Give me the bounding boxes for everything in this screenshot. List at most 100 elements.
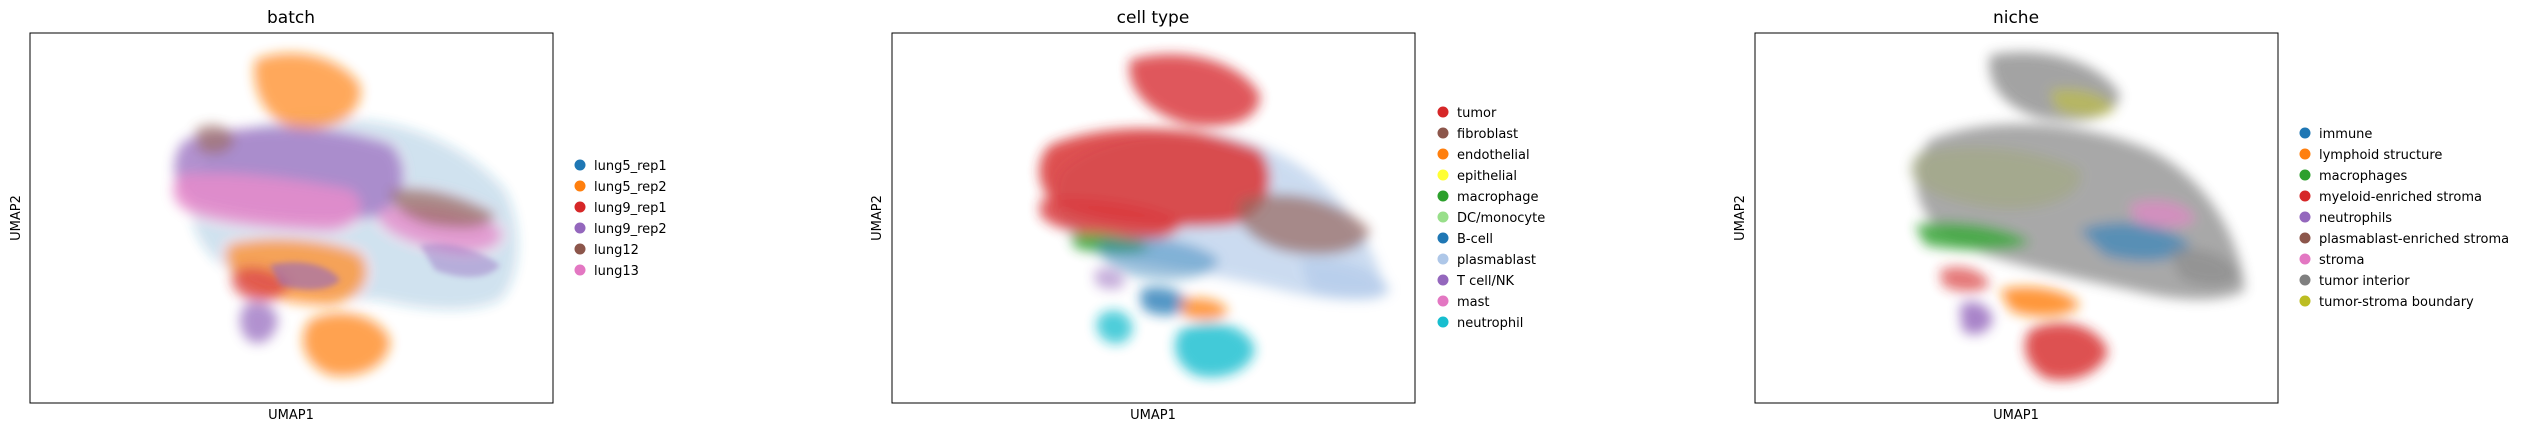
y-axis-label: UMAP2	[870, 195, 885, 241]
legend-marker	[2299, 169, 2311, 181]
legend-label: macrophage	[1457, 190, 1539, 205]
legend-marker	[2299, 295, 2311, 307]
legend-marker	[2299, 232, 2311, 244]
legend-entry: macrophage	[1437, 190, 1539, 205]
legend-label: immune	[2319, 127, 2372, 142]
axes-frame	[1754, 32, 2279, 404]
legend-entry: tumor	[1437, 106, 1497, 121]
legend-marker	[1437, 232, 1449, 244]
legend-entry: lung9_rep2	[574, 222, 667, 237]
legend-label: lung12	[594, 243, 639, 258]
legend-label: mast	[1457, 295, 1490, 310]
legend-label: plasmablast-enriched stroma	[2319, 232, 2509, 247]
legend-marker	[1437, 106, 1449, 118]
y-axis-label: UMAP2	[9, 195, 24, 241]
legend-label: macrophages	[2319, 169, 2407, 184]
legend-label: endothelial	[1457, 148, 1530, 163]
legend-label: stroma	[2319, 253, 2365, 268]
umap-point-cloud	[1039, 54, 1390, 378]
panel-cell-type: cell type UMAP1 UMAP2 tumor fibroblast end…	[870, 8, 1545, 423]
legend: lung5_rep1 lung5_rep2 lung9_rep1 lung9_rep2…	[574, 159, 667, 279]
legend-entry: lung5_rep2	[574, 180, 667, 195]
legend-label: neutrophils	[2319, 211, 2392, 226]
legend: tumor fibroblast endothelial epithelial macr…	[1437, 106, 1545, 331]
legend-entry: tumor-stroma boundary	[2299, 295, 2474, 310]
legend-entry: stroma	[2299, 253, 2365, 268]
legend-marker	[1437, 127, 1449, 139]
legend-entry: DC/monocyte	[1437, 211, 1545, 226]
legend-marker	[2299, 211, 2311, 223]
legend-marker	[574, 264, 586, 276]
legend-entry: epithelial	[1437, 169, 1517, 184]
legend-label: lymphoid structure	[2319, 148, 2442, 163]
legend-entry: lung12	[574, 243, 639, 258]
x-axis-label: UMAP1	[1993, 408, 2039, 423]
x-axis-label: UMAP1	[268, 408, 314, 423]
legend-marker	[574, 222, 586, 234]
legend-entry: endothelial	[1437, 148, 1530, 163]
legend-marker	[1437, 148, 1449, 160]
legend-label: tumor interior	[2319, 274, 2410, 289]
legend-marker	[574, 180, 586, 192]
legend-entry: immune	[2299, 127, 2372, 142]
legend-marker	[2299, 148, 2311, 160]
legend-marker	[1437, 316, 1449, 328]
umap-point-cloud	[1910, 51, 2245, 381]
panel-title: cell type	[1117, 8, 1190, 28]
legend-label: B-cell	[1457, 232, 1493, 247]
panel-title: niche	[1993, 8, 2039, 28]
legend-marker	[1437, 169, 1449, 181]
legend-entry: fibroblast	[1437, 127, 1518, 142]
umap-point-cloud	[173, 53, 518, 376]
legend-label: tumor	[1457, 106, 1497, 121]
legend-entry: neutrophils	[2299, 211, 2392, 226]
legend-entry: T cell/NK	[1437, 274, 1515, 289]
panel-title: batch	[267, 8, 315, 28]
legend-marker	[2299, 253, 2311, 265]
legend-label: lung9_rep2	[594, 222, 667, 237]
legend-label: fibroblast	[1457, 127, 1518, 142]
legend-marker	[2299, 127, 2311, 139]
legend-entry: plasmablast	[1437, 253, 1536, 268]
legend-entry: plasmablast-enriched stroma	[2299, 232, 2509, 247]
legend-entry: lung13	[574, 264, 639, 279]
legend-marker	[574, 159, 586, 171]
legend-label: DC/monocyte	[1457, 211, 1545, 226]
x-axis-label: UMAP1	[1130, 408, 1176, 423]
legend-label: lung5_rep1	[594, 159, 667, 174]
legend-marker	[1437, 253, 1449, 265]
legend: immune lymphoid structure macrophages myelo…	[2299, 127, 2509, 310]
panel-niche: niche UMAP1 UMAP2 immune lymphoid structu…	[1733, 8, 2509, 423]
legend-entry: tumor interior	[2299, 274, 2410, 289]
legend-entry: B-cell	[1437, 232, 1493, 247]
legend-marker	[2299, 274, 2311, 286]
legend-label: lung5_rep2	[594, 180, 667, 195]
legend-entry: lung5_rep1	[574, 159, 667, 174]
legend-entry: lymphoid structure	[2299, 148, 2442, 163]
legend-entry: macrophages	[2299, 169, 2407, 184]
legend-label: T cell/NK	[1456, 274, 1515, 289]
legend-marker	[1437, 190, 1449, 202]
legend-entry: lung9_rep1	[574, 201, 667, 216]
legend-label: epithelial	[1457, 169, 1517, 184]
legend-marker	[1437, 274, 1449, 286]
legend-marker	[1437, 211, 1449, 223]
legend-label: neutrophil	[1457, 316, 1523, 331]
legend-entry: mast	[1437, 295, 1490, 310]
panel-batch: batch UMAP1 UMAP2 lung5_rep1	[9, 8, 667, 423]
legend-label: lung13	[594, 264, 639, 279]
axes-frame	[891, 32, 1416, 404]
axes-frame	[29, 32, 554, 404]
legend-entry: myeloid-enriched stroma	[2299, 190, 2482, 205]
legend-marker	[574, 201, 586, 213]
legend-marker	[1437, 295, 1449, 307]
legend-marker	[2299, 190, 2311, 202]
y-axis-label: UMAP2	[1733, 195, 1748, 241]
legend-label: tumor-stroma boundary	[2319, 295, 2474, 310]
legend-entry: neutrophil	[1437, 316, 1523, 331]
legend-label: lung9_rep1	[594, 201, 667, 216]
legend-marker	[574, 243, 586, 255]
legend-label: myeloid-enriched stroma	[2319, 190, 2482, 205]
legend-label: plasmablast	[1457, 253, 1536, 268]
